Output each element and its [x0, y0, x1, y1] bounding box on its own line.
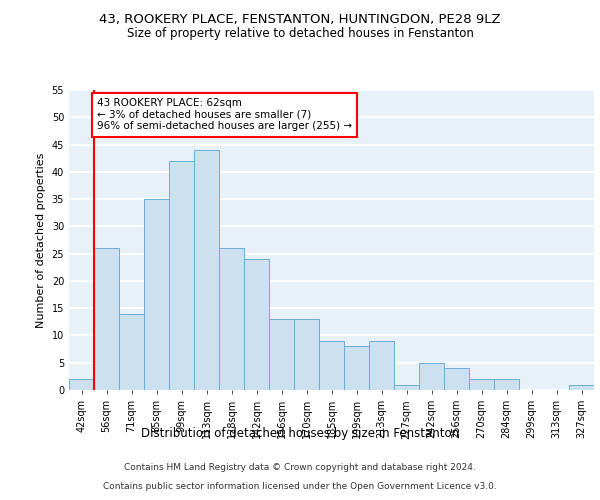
- Bar: [494, 379, 519, 390]
- Text: 43 ROOKERY PLACE: 62sqm
← 3% of detached houses are smaller (7)
96% of semi-deta: 43 ROOKERY PLACE: 62sqm ← 3% of detached…: [97, 98, 352, 132]
- Bar: [344, 346, 369, 390]
- Bar: [294, 319, 319, 390]
- Bar: [444, 368, 469, 390]
- Bar: [369, 341, 394, 390]
- Bar: [144, 199, 169, 390]
- Bar: [469, 379, 494, 390]
- Text: Size of property relative to detached houses in Fenstanton: Size of property relative to detached ho…: [127, 28, 473, 40]
- Text: Distribution of detached houses by size in Fenstanton: Distribution of detached houses by size …: [141, 428, 459, 440]
- Bar: [169, 161, 194, 390]
- Bar: [319, 341, 344, 390]
- Bar: [244, 259, 269, 390]
- Y-axis label: Number of detached properties: Number of detached properties: [36, 152, 46, 328]
- Bar: [69, 379, 94, 390]
- Text: 43, ROOKERY PLACE, FENSTANTON, HUNTINGDON, PE28 9LZ: 43, ROOKERY PLACE, FENSTANTON, HUNTINGDO…: [99, 12, 501, 26]
- Bar: [569, 384, 594, 390]
- Bar: [119, 314, 144, 390]
- Text: Contains HM Land Registry data © Crown copyright and database right 2024.: Contains HM Land Registry data © Crown c…: [124, 464, 476, 472]
- Bar: [419, 362, 444, 390]
- Bar: [394, 384, 419, 390]
- Bar: [194, 150, 219, 390]
- Bar: [219, 248, 244, 390]
- Text: Contains public sector information licensed under the Open Government Licence v3: Contains public sector information licen…: [103, 482, 497, 491]
- Bar: [94, 248, 119, 390]
- Bar: [269, 319, 294, 390]
